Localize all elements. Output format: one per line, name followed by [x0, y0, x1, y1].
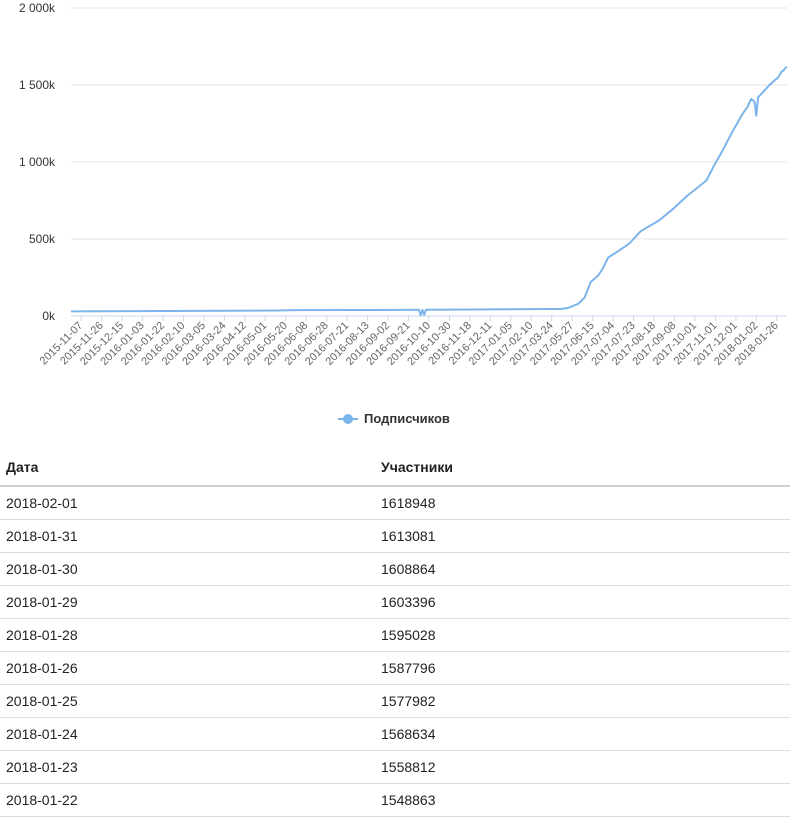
header-members: Участники — [381, 449, 790, 487]
cell-date: 2018-02-01 — [0, 486, 381, 520]
y-tick-label: 1 000k — [19, 155, 56, 169]
cell-date: 2018-01-29 — [0, 585, 381, 619]
cell-date: 2018-01-25 — [0, 684, 381, 718]
cell-members: 1613081 — [381, 519, 790, 553]
legend-label: Подписчиков — [364, 411, 450, 426]
table-row: 2018-01-22 1548863 — [0, 783, 790, 817]
table-row: 2018-01-28 1595028 — [0, 618, 790, 652]
cell-date: 2018-01-31 — [0, 519, 381, 553]
table-header-row: Дата Участники — [0, 449, 790, 487]
cell-members: 1595028 — [381, 618, 790, 652]
table-row: 2018-01-30 1608864 — [0, 552, 790, 586]
cell-date: 2018-01-23 — [0, 750, 381, 784]
cell-members: 1603396 — [381, 585, 790, 619]
table-row: 2018-01-29 1603396 — [0, 585, 790, 619]
data-table: Дата Участники 2018-02-01 1618948 2018-01-… — [0, 449, 790, 817]
table-row: 2018-01-31 1613081 — [0, 519, 790, 553]
legend-series-icon — [338, 413, 358, 425]
cell-date: 2018-01-30 — [0, 552, 381, 586]
y-tick-label: 2 000k — [19, 1, 56, 15]
y-tick-label: 500k — [29, 232, 56, 246]
cell-members: 1618948 — [381, 486, 790, 520]
cell-members: 1577982 — [381, 684, 790, 718]
table-row: 2018-02-01 1618948 — [0, 486, 790, 520]
series-line — [70, 65, 788, 317]
table-row: 2018-01-26 1587796 — [0, 651, 790, 685]
cell-date: 2018-01-28 — [0, 618, 381, 652]
chart-legend[interactable]: Подписчиков — [338, 411, 450, 426]
cell-date: 2018-01-26 — [0, 651, 381, 685]
cell-date: 2018-01-22 — [0, 783, 381, 817]
table-row: 2018-01-25 1577982 — [0, 684, 790, 718]
y-tick-label: 0k — [42, 309, 56, 323]
cell-members: 1608864 — [381, 552, 790, 586]
cell-members: 1558812 — [381, 750, 790, 784]
table-row: 2018-01-23 1558812 — [0, 750, 790, 784]
y-tick-label: 1 500k — [19, 78, 56, 92]
cell-members: 1548863 — [381, 783, 790, 817]
table-row: 2018-01-24 1568634 — [0, 717, 790, 751]
cell-members: 1587796 — [381, 651, 790, 685]
header-date: Дата — [0, 449, 381, 487]
cell-members: 1568634 — [381, 717, 790, 751]
cell-date: 2018-01-24 — [0, 717, 381, 751]
line-chart: 0k 500k 1 000k 1 500k 2 000k 2015-11-07 2015-1… — [19, 1, 788, 368]
